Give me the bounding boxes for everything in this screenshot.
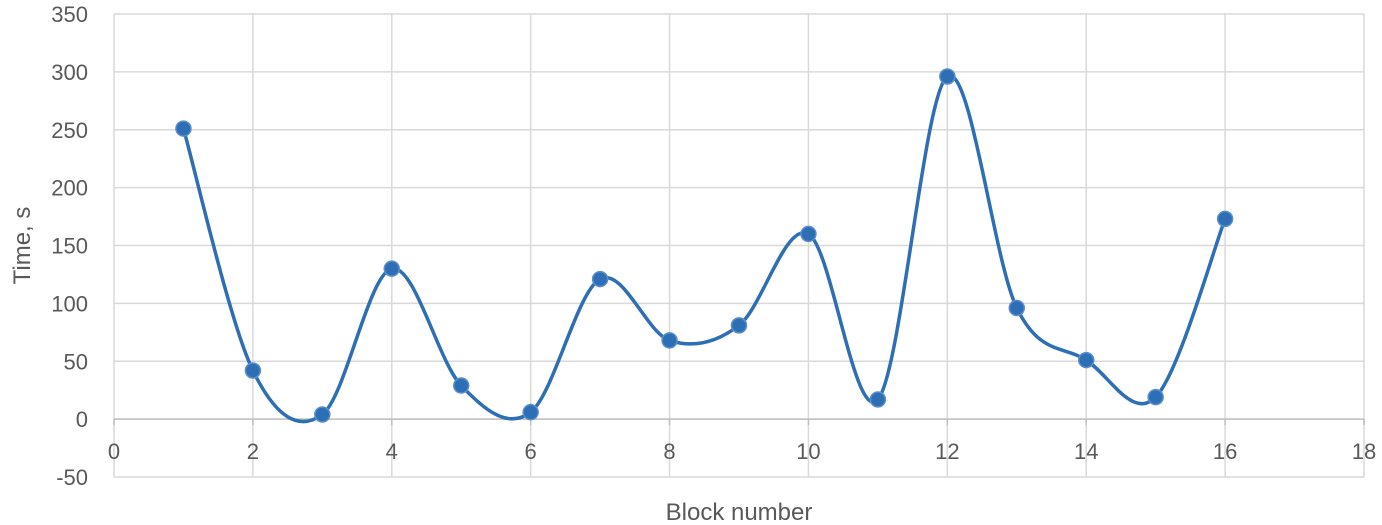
x-tick-label: 4 — [386, 439, 398, 464]
y-tick-label: 250 — [51, 118, 88, 143]
data-point — [1147, 388, 1164, 406]
data-point — [591, 270, 609, 288]
data-point — [522, 403, 539, 421]
x-tick-label: 16 — [1213, 439, 1237, 464]
data-point — [1077, 351, 1095, 369]
data-point — [175, 120, 192, 137]
y-tick-label: 0 — [76, 407, 88, 432]
data-point — [869, 391, 887, 408]
y-tick-label: 100 — [51, 291, 88, 316]
series — [175, 68, 1234, 424]
x-tick-label: 2 — [247, 439, 259, 464]
data-point — [1008, 299, 1026, 317]
grid — [113, 13, 1365, 478]
x-axis-title: Block number — [666, 499, 813, 525]
y-tick-label: -50 — [56, 465, 88, 490]
x-tick-label: 18 — [1352, 439, 1376, 464]
x-tick-label: 8 — [663, 439, 675, 464]
x-tick-label: 12 — [935, 439, 959, 464]
tick-labels: -50 0 50 100 150 200 250 300 350 0 2 4 6 8 10 12 14 16 18 — [51, 2, 1376, 490]
data-point — [800, 225, 817, 243]
series-line — [181, 74, 1227, 424]
data-point — [244, 362, 262, 379]
x-tick-label: 0 — [108, 439, 120, 464]
y-tick-label: 350 — [51, 2, 88, 27]
y-tick-label: 200 — [51, 176, 88, 201]
data-point — [383, 260, 401, 277]
data-point — [939, 68, 956, 85]
y-tick-label: 50 — [64, 349, 88, 374]
y-axis-title: Time, s — [9, 207, 36, 285]
data-point — [661, 332, 678, 349]
x-tick-label: 10 — [796, 439, 820, 464]
data-point — [1216, 210, 1234, 228]
data-point — [452, 377, 470, 394]
y-tick-label: 150 — [51, 234, 88, 259]
data-point — [730, 317, 748, 334]
x-tick-label: 14 — [1074, 439, 1098, 464]
y-tick-label: 300 — [51, 60, 88, 85]
x-tick-label: 6 — [525, 439, 537, 464]
data-point — [314, 406, 331, 423]
